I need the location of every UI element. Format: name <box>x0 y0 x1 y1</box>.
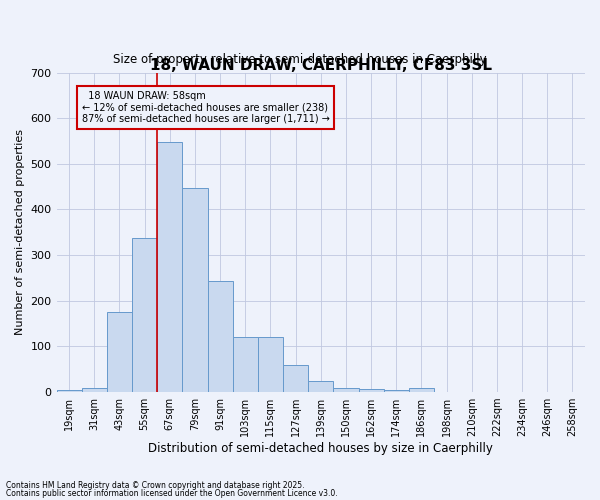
Text: 18 WAUN DRAW: 58sqm
← 12% of semi-detached houses are smaller (238)
87% of semi-: 18 WAUN DRAW: 58sqm ← 12% of semi-detach… <box>82 91 329 124</box>
Bar <box>82 388 107 392</box>
Text: Contains public sector information licensed under the Open Government Licence v3: Contains public sector information licen… <box>6 489 338 498</box>
Bar <box>107 312 132 392</box>
Bar <box>182 188 208 392</box>
Bar <box>157 142 182 392</box>
Bar <box>383 390 409 392</box>
Bar <box>233 338 258 392</box>
Title: 18, WAUN DRAW, CAERPHILLY, CF83 3SL: 18, WAUN DRAW, CAERPHILLY, CF83 3SL <box>150 58 492 72</box>
Bar <box>56 390 82 392</box>
Bar <box>283 364 308 392</box>
Bar <box>258 338 283 392</box>
Bar <box>334 388 359 392</box>
Bar <box>409 388 434 392</box>
Text: Size of property relative to semi-detached houses in Caerphilly: Size of property relative to semi-detach… <box>113 52 487 66</box>
Bar <box>308 380 334 392</box>
Bar <box>208 281 233 392</box>
X-axis label: Distribution of semi-detached houses by size in Caerphilly: Distribution of semi-detached houses by … <box>148 442 493 455</box>
Y-axis label: Number of semi-detached properties: Number of semi-detached properties <box>15 130 25 336</box>
Bar <box>359 389 383 392</box>
Bar <box>132 238 157 392</box>
Text: Contains HM Land Registry data © Crown copyright and database right 2025.: Contains HM Land Registry data © Crown c… <box>6 480 305 490</box>
